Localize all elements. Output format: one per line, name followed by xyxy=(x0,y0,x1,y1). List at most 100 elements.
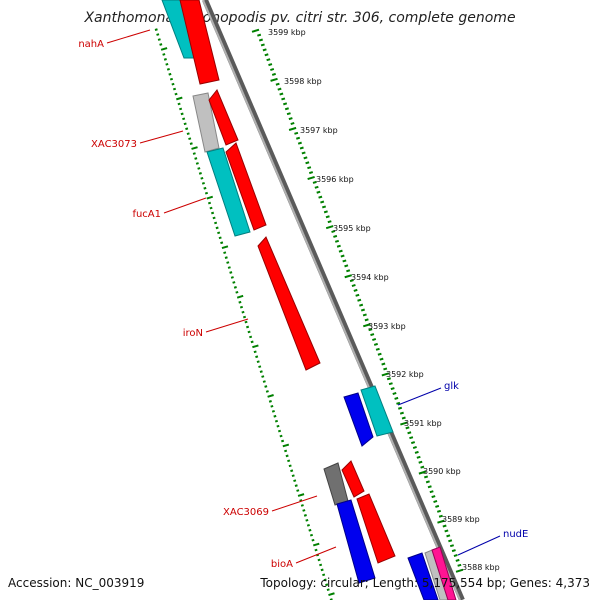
ruler-minor-tick xyxy=(351,284,356,287)
leader-fucA1 xyxy=(163,197,207,214)
leader-nahA xyxy=(106,29,151,44)
gene-bioA-cds[interactable] xyxy=(356,493,396,564)
ruler-major-tick xyxy=(362,323,371,328)
inner-minor-tick xyxy=(287,459,291,463)
tick-label: 3592 kbp xyxy=(386,370,424,379)
ruler-minor-tick xyxy=(375,347,380,351)
inner-major-tick xyxy=(282,443,290,448)
ruler-minor-tick xyxy=(370,333,375,337)
ruler-minor-tick xyxy=(338,249,343,253)
ruler-minor-tick xyxy=(290,122,295,125)
gene-glk-block[interactable] xyxy=(343,392,374,447)
gene-label-bioA[interactable]: bioA xyxy=(271,559,293,570)
gene-nahA-cds[interactable] xyxy=(179,0,220,85)
gene-nudE-block[interactable] xyxy=(407,552,439,600)
inner-minor-tick xyxy=(209,206,213,210)
inner-minor-tick xyxy=(174,92,178,96)
gene-bioA-block[interactable] xyxy=(336,499,376,584)
gene-nudE-magenta[interactable] xyxy=(431,546,457,600)
gene-label-fucA1[interactable]: fucA1 xyxy=(132,209,161,220)
ruler-minor-tick xyxy=(271,72,276,76)
ruler-minor-tick xyxy=(360,308,365,312)
gene-label-glk[interactable]: glk xyxy=(444,381,459,392)
gene-iroN-cds[interactable] xyxy=(257,236,321,371)
ruler-minor-tick xyxy=(405,426,410,430)
ruler-minor-tick xyxy=(320,200,325,204)
inner-minor-tick xyxy=(258,365,262,369)
inner-minor-tick xyxy=(182,117,186,121)
inner-minor-tick xyxy=(317,558,321,562)
inner-minor-tick xyxy=(215,226,219,230)
gene-XAC3069-cds[interactable] xyxy=(341,460,365,498)
gene-fucA1-cds[interactable] xyxy=(225,142,267,231)
inner-minor-tick xyxy=(165,62,169,66)
gene-label-XAC3069[interactable]: XAC3069 xyxy=(223,507,269,518)
inner-minor-tick xyxy=(159,43,163,46)
topology-text: Topology: circular; Length: 5,175,554 bp… xyxy=(259,576,590,590)
ruler-minor-tick xyxy=(314,185,319,189)
ruler-minor-tick xyxy=(270,68,275,71)
gene-glk-trna[interactable] xyxy=(360,385,394,437)
tick-label: 3595 kbp xyxy=(333,224,371,233)
ruler-minor-tick xyxy=(353,288,358,292)
ruler-minor-tick xyxy=(446,534,451,538)
ruler-minor-tick xyxy=(336,244,341,248)
ruler-minor-tick xyxy=(433,500,438,503)
ruler-major-tick xyxy=(325,225,334,230)
inner-minor-tick xyxy=(157,38,161,41)
inner-minor-tick xyxy=(325,583,329,587)
ruler-minor-tick xyxy=(323,210,328,214)
gene-label-iroN[interactable]: iroN xyxy=(183,328,203,339)
tick-label: 3588 kbp xyxy=(462,563,500,572)
gene-nudE-gray[interactable] xyxy=(424,549,449,600)
inner-minor-tick xyxy=(233,286,237,289)
ruler-minor-tick xyxy=(409,436,414,440)
inner-minor-tick xyxy=(168,72,172,76)
inner-minor-tick xyxy=(211,211,215,215)
ruler-minor-tick xyxy=(451,549,456,553)
inner-major-tick xyxy=(297,493,305,497)
inner-minor-tick xyxy=(166,67,170,71)
inner-minor-tick xyxy=(227,266,231,269)
gene-label-XAC3073[interactable]: XAC3073 xyxy=(91,139,137,150)
ruler-minor-tick xyxy=(412,446,417,449)
inner-minor-tick xyxy=(291,474,295,478)
inner-minor-tick xyxy=(171,82,175,86)
ruler-minor-tick xyxy=(455,558,460,562)
inner-minor-tick xyxy=(214,221,218,225)
ruler-minor-tick xyxy=(257,33,262,37)
inner-minor-tick xyxy=(242,315,247,319)
inner-major-tick xyxy=(267,394,274,398)
gene-fucA1-block[interactable] xyxy=(206,147,251,237)
ruler-minor-tick xyxy=(260,43,265,47)
ruler-minor-tick xyxy=(396,401,401,405)
inner-minor-tick xyxy=(264,385,268,388)
ruler-minor-tick xyxy=(431,495,436,499)
tick-label: 3598 kbp xyxy=(284,77,322,86)
ruler-minor-tick xyxy=(321,205,327,209)
inner-major-tick xyxy=(206,195,214,200)
tick-label: 3597 kbp xyxy=(300,126,338,135)
ruler-minor-tick xyxy=(275,82,280,86)
ruler-minor-tick xyxy=(435,504,440,508)
inner-minor-tick xyxy=(201,181,205,185)
gene-label-nahA[interactable]: nahA xyxy=(78,39,104,50)
gene-XAC3073-cds[interactable] xyxy=(208,89,239,146)
gene-label-nudE[interactable]: nudE xyxy=(503,529,528,540)
inner-minor-tick xyxy=(247,330,251,334)
inner-major-tick xyxy=(328,592,335,597)
gene-features xyxy=(161,0,457,600)
gene-XAC3073-block[interactable] xyxy=(192,92,220,153)
inner-minor-tick xyxy=(294,484,298,487)
tick-label: 3596 kbp xyxy=(316,175,354,184)
ruler-minor-tick xyxy=(334,239,340,243)
ruler-minor-tick xyxy=(308,171,314,175)
genome-backbone xyxy=(202,0,465,600)
ruler-minor-tick xyxy=(425,480,430,484)
inner-major-tick xyxy=(160,47,168,51)
inner-minor-tick xyxy=(322,573,326,577)
inner-major-tick xyxy=(221,245,229,250)
ruler-minor-tick xyxy=(449,544,455,548)
